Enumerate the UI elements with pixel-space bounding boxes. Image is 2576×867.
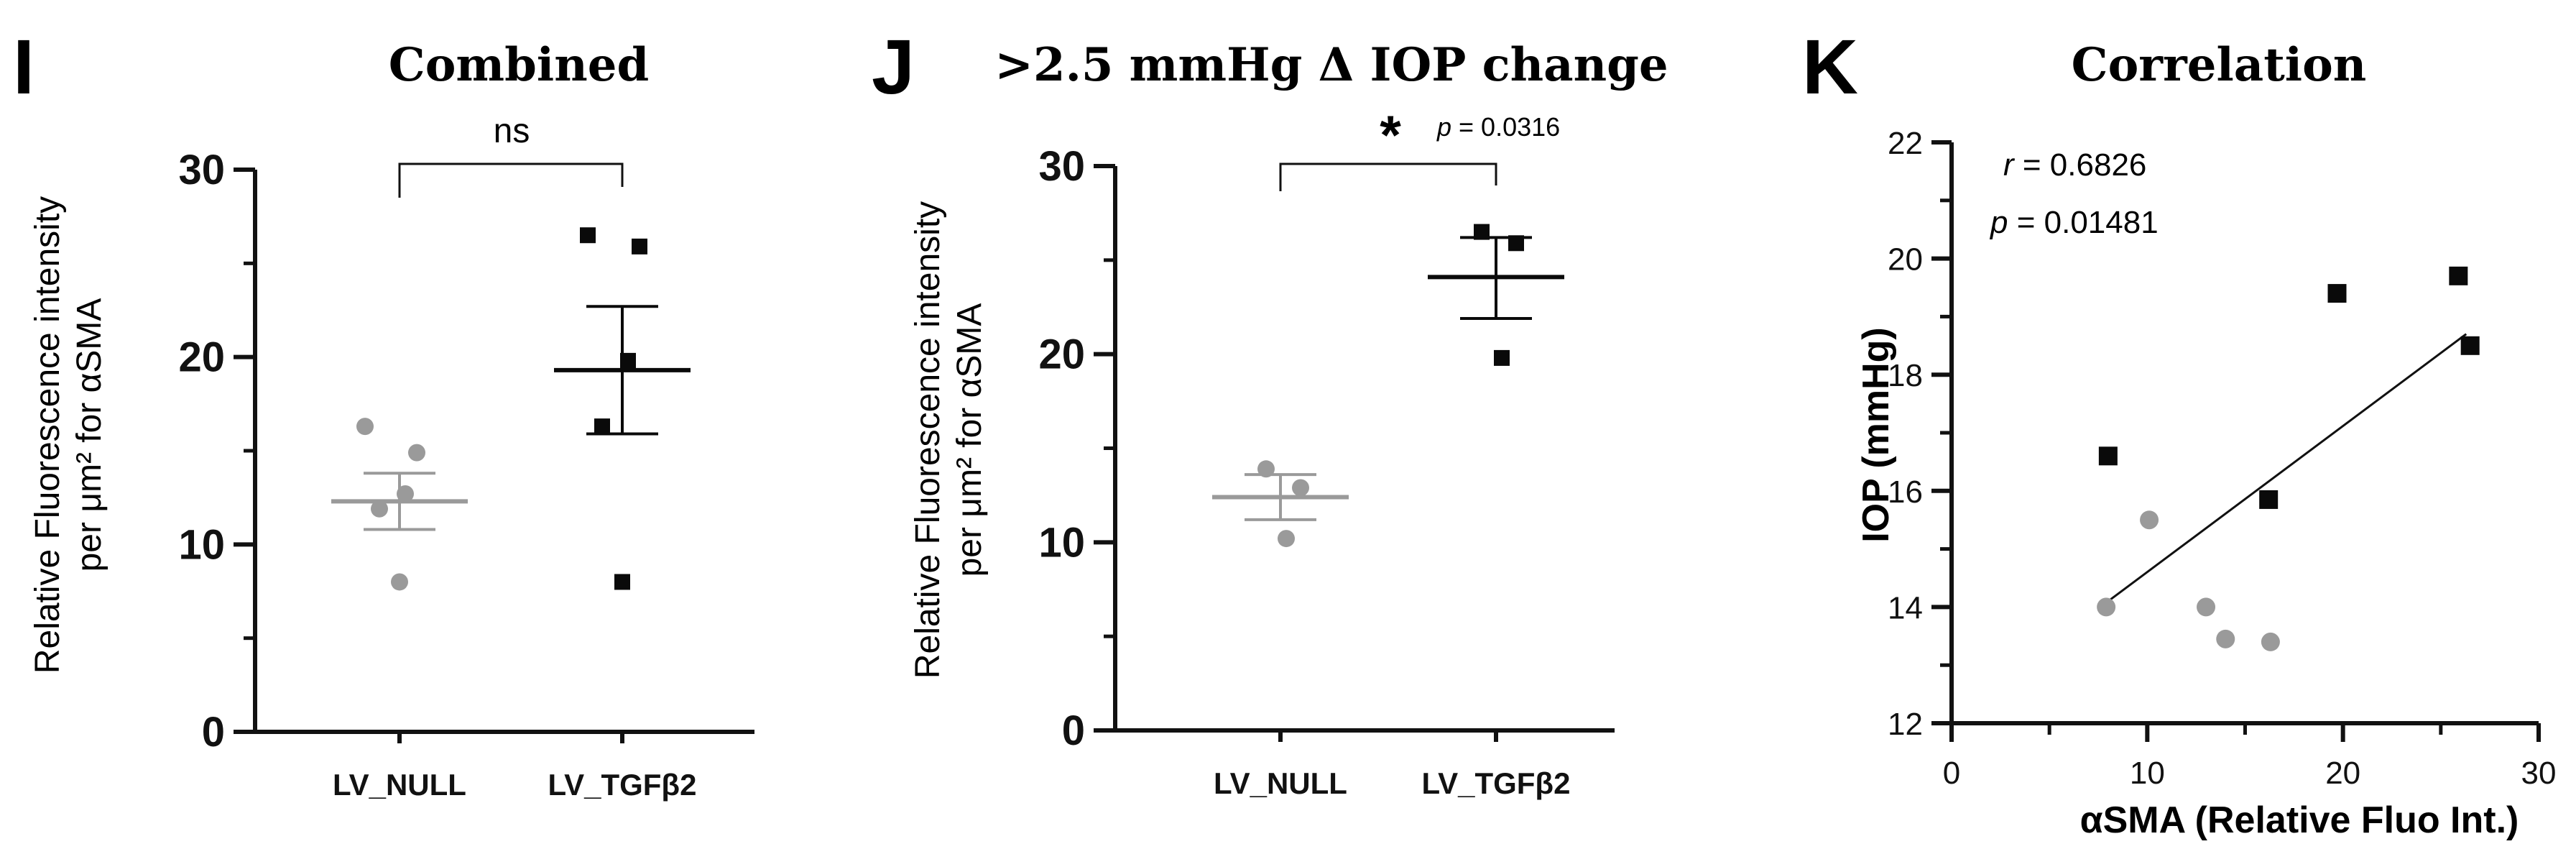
i-x-tick-label: LV_TGFβ2 xyxy=(548,768,697,802)
k-data-point xyxy=(2259,490,2279,509)
i-y-tick-label: 0 xyxy=(202,709,225,756)
panel-k-axes: 12 14 16 18 20 22 0 10 20 30 xyxy=(1888,126,2556,791)
i-data-point xyxy=(356,418,374,436)
k-y-tick-label: 20 xyxy=(1888,242,1923,277)
j-data-point xyxy=(1494,349,1510,366)
i-data-point xyxy=(391,573,408,591)
panel-i-y-label-line1: Relative Fluorescence intensity xyxy=(29,196,67,674)
j-x-tick-label: LV_NULL xyxy=(1214,766,1347,800)
i-y-tick-label: 10 xyxy=(178,521,225,568)
panel-j-y-label-line2: per μm² for αSMA xyxy=(951,303,989,577)
panel-j-y-label-line1: Relative Fluorescence intensity xyxy=(909,201,947,679)
panel-letter-i: I xyxy=(13,23,34,110)
panel-i-y-axis-label: Relative Fluorescence intensity per μm² … xyxy=(29,196,109,674)
k-series-null xyxy=(2097,510,2280,651)
k-x-tick-label: 30 xyxy=(2521,756,2557,791)
i-series-null xyxy=(331,418,468,591)
k-data-point xyxy=(2098,446,2118,466)
k-data-point xyxy=(2327,284,2347,303)
j-x-tick-label: LV_TGFβ2 xyxy=(1422,766,1571,800)
panel-k-title: Correlation xyxy=(2072,38,2367,92)
panel-j-p-prefix: p xyxy=(1436,112,1451,142)
panel-i-y-label-line2: per μm² for αSMA xyxy=(70,298,109,572)
j-series-null xyxy=(1212,460,1349,548)
k-y-tick-label: 12 xyxy=(1888,707,1923,742)
panel-i-significance-label: ns xyxy=(494,112,530,150)
j-y-tick-label: 20 xyxy=(1038,331,1085,378)
i-data-point xyxy=(580,227,596,244)
i-data-point xyxy=(397,485,414,503)
k-y-tick-label: 18 xyxy=(1888,358,1923,393)
panel-j-axes: 0 10 20 30 LV_NULL LV_TGFβ2 xyxy=(1038,143,1615,800)
i-data-point xyxy=(614,574,630,590)
i-data-point xyxy=(632,238,647,254)
panel-j-p-text: p = 0.0316 xyxy=(1436,112,1560,142)
panel-k-y-axis-label: IOP (mmHg) xyxy=(1855,327,1897,543)
panel-k: K Correlation r = 0.6826 p = 0.01481 IOP… xyxy=(1802,23,2556,841)
j-data-point xyxy=(1508,235,1524,252)
j-y-tick-label: 10 xyxy=(1038,519,1085,566)
panel-k-p-label: p xyxy=(1989,205,2008,240)
panel-k-r-value: = 0.6826 xyxy=(2014,147,2147,183)
panel-k-x-axis-label: αSMA (Relative Fluo Int.) xyxy=(2080,799,2519,841)
i-series-tgf xyxy=(554,227,691,590)
panel-i: I Combined ns Relative Fluorescence inte… xyxy=(13,23,754,802)
panel-letter-k: K xyxy=(1802,23,1858,110)
panel-j-p-value: = 0.0316 xyxy=(1451,112,1560,142)
j-y-tick-label: 30 xyxy=(1038,143,1085,190)
panel-j-y-axis-label: Relative Fluorescence intensity per μm² … xyxy=(909,201,989,679)
panel-j-significance-star: * xyxy=(1380,105,1401,166)
k-series-tgf xyxy=(2098,266,2480,509)
panel-k-r-label: r xyxy=(2003,147,2016,183)
panel-j-title: >2.5 mmHg Δ IOP change xyxy=(994,38,1668,92)
panel-k-p-value: = 0.01481 xyxy=(2008,205,2158,240)
i-data-point xyxy=(408,444,425,462)
k-x-tick-label: 0 xyxy=(1943,756,1960,791)
panel-j: J >2.5 mmHg Δ IOP change * p = 0.0316 Re… xyxy=(872,23,1668,800)
panel-i-significance-bracket xyxy=(398,162,624,198)
k-data-point xyxy=(2460,336,2480,355)
panel-k-r-text: r = 0.6826 xyxy=(2003,147,2146,183)
panel-i-axes: 0 10 20 30 LV_NULL LV_TGFβ2 xyxy=(178,147,754,802)
panel-i-title: Combined xyxy=(389,38,649,92)
k-y-tick-label: 16 xyxy=(1888,474,1923,510)
panel-letter-j: J xyxy=(872,23,915,110)
k-data-point xyxy=(2449,266,2468,285)
i-data-point xyxy=(371,500,388,518)
j-data-point xyxy=(1474,224,1490,240)
panel-k-p-text: p = 0.01481 xyxy=(1989,205,2159,240)
j-data-point xyxy=(1292,479,1309,497)
i-data-point xyxy=(620,352,636,369)
j-data-point xyxy=(1257,460,1275,478)
k-data-point xyxy=(2140,510,2159,530)
k-data-point xyxy=(2197,597,2216,617)
panel-j-significance-bracket xyxy=(1279,162,1497,191)
k-y-tick-label: 22 xyxy=(1888,126,1923,161)
k-x-tick-label: 20 xyxy=(2325,756,2360,791)
i-y-tick-label: 20 xyxy=(178,334,225,381)
k-regression-line xyxy=(2107,333,2467,602)
j-y-tick-label: 0 xyxy=(1062,707,1085,754)
k-y-tick-label: 14 xyxy=(1888,590,1923,625)
i-data-point xyxy=(594,418,610,435)
k-data-point xyxy=(2261,632,2280,651)
k-data-point xyxy=(2216,629,2235,648)
i-y-tick-label: 30 xyxy=(178,147,225,193)
j-series-tgf xyxy=(1428,224,1564,366)
k-data-point xyxy=(2097,597,2116,617)
k-x-tick-label: 10 xyxy=(2130,756,2165,791)
i-x-tick-label: LV_NULL xyxy=(333,768,466,802)
j-data-point xyxy=(1278,530,1295,548)
